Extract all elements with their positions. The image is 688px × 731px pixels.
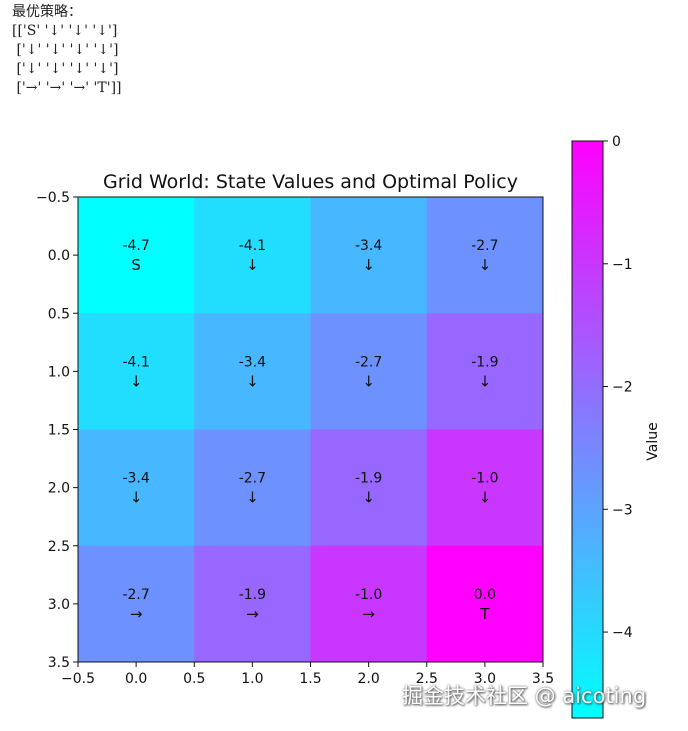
cell-value-label: -1.0 xyxy=(471,471,498,487)
y-tick-label: 1.0 xyxy=(48,364,70,380)
colorbar-tick-label: −3 xyxy=(612,502,633,518)
x-tick-label: 1.0 xyxy=(241,671,263,687)
heatmap-cell xyxy=(426,429,544,547)
cell-value-label: -4.1 xyxy=(239,238,266,254)
policy-line: ['↓' '↓' '↓' '↓'] xyxy=(12,61,119,77)
colorbar xyxy=(571,140,604,719)
colorbar-label: Value xyxy=(645,422,661,460)
y-tick-label: 1.5 xyxy=(48,423,70,439)
x-tick-label: 0.5 xyxy=(183,671,205,687)
cell-policy-label: ↓ xyxy=(246,372,259,390)
cell-policy-label: ↓ xyxy=(479,372,492,390)
colorbar-tick-label: −4 xyxy=(612,625,633,641)
cell-policy-label: ↓ xyxy=(362,256,375,274)
heatmap-cell xyxy=(194,313,311,430)
y-tick-label: 2.0 xyxy=(48,481,70,497)
cell-policy-label: ↓ xyxy=(130,372,143,390)
cell-policy-label: ↓ xyxy=(130,489,143,507)
cell-value-label: -2.7 xyxy=(239,471,266,487)
heatmap-cell xyxy=(310,313,428,430)
cell-policy-label: → xyxy=(362,605,375,623)
cell-value-label: -1.0 xyxy=(355,587,382,603)
console-output: 最优策略： [['S' '↓' '↓' '↓'] ['↓' '↓' '↓' '↓'… xyxy=(12,3,122,98)
x-tick-label: 1.5 xyxy=(299,671,321,687)
cell-value-label: -1.9 xyxy=(239,587,266,603)
heatmap-cell xyxy=(78,313,195,430)
policy-line: ['→' '→' '→' 'T']] xyxy=(12,80,122,96)
cell-value-label: -2.7 xyxy=(355,354,382,370)
y-tick-label: 0.5 xyxy=(48,306,70,322)
x-tick-label: 2.0 xyxy=(357,671,379,687)
cell-policy-label: ↓ xyxy=(246,256,259,274)
cell-policy-label: S xyxy=(131,256,141,274)
cell-policy-label: T xyxy=(479,605,490,623)
cell-policy-label: → xyxy=(130,605,143,623)
heatmap-cell xyxy=(78,545,195,663)
heatmap-cell xyxy=(426,545,544,663)
heatmap-cell xyxy=(194,429,311,547)
cell-value-label: -1.9 xyxy=(355,471,382,487)
chart-title: Grid World: State Values and Optimal Pol… xyxy=(103,171,518,193)
colorbar-tick-label: −2 xyxy=(612,380,633,396)
x-tick-label: 2.5 xyxy=(416,671,438,687)
cell-value-label: -2.7 xyxy=(471,238,498,254)
cell-value-label: -4.7 xyxy=(122,238,149,254)
cell-value-label: 0.0 xyxy=(474,587,496,603)
policy-line: [['S' '↓' '↓' '↓'] xyxy=(12,23,118,39)
heatmap-cell xyxy=(310,197,428,314)
cell-value-label: -3.4 xyxy=(239,354,266,370)
cell-policy-label: ↓ xyxy=(479,256,492,274)
x-tick-label: 3.5 xyxy=(532,671,554,687)
cell-policy-label: ↓ xyxy=(362,372,375,390)
cell-policy-label: ↓ xyxy=(362,489,375,507)
heatmap-cell xyxy=(426,197,544,314)
heatmap-cell xyxy=(310,545,428,663)
cell-policy-label: ↓ xyxy=(479,489,492,507)
x-tick-label: 0.0 xyxy=(125,671,147,687)
policy-line: ['↓' '↓' '↓' '↓'] xyxy=(12,42,119,58)
y-tick-label: 3.0 xyxy=(48,597,70,613)
colorbar-tick-label: 0 xyxy=(612,134,621,150)
y-tick-label: −0.5 xyxy=(36,190,70,206)
heatmap-cell xyxy=(78,197,195,314)
cell-value-label: -4.1 xyxy=(122,354,149,370)
heatmap-cell xyxy=(310,429,428,547)
heatmap-cell xyxy=(194,545,311,663)
heatmap-cell xyxy=(78,429,195,547)
watermark: 掘金技术社区 @ aicoting xyxy=(402,684,647,708)
cell-value-label: -3.4 xyxy=(122,471,149,487)
y-tick-label: 0.0 xyxy=(48,248,70,264)
cell-policy-label: ↓ xyxy=(246,489,259,507)
colorbar-tick-label: −1 xyxy=(612,257,633,273)
x-tick-label: −0.5 xyxy=(61,671,95,687)
x-tick-label: 3.0 xyxy=(474,671,496,687)
y-tick-label: 3.5 xyxy=(48,655,70,671)
heatmap-cell xyxy=(194,197,311,314)
cell-value-label: -1.9 xyxy=(471,354,498,370)
console-heading: 最优策略： xyxy=(12,4,82,20)
cell-policy-label: → xyxy=(246,605,259,623)
y-tick-label: 2.5 xyxy=(48,539,70,555)
heatmap-cell xyxy=(426,313,544,430)
cell-value-label: -3.4 xyxy=(355,238,382,254)
cell-value-label: -2.7 xyxy=(122,587,149,603)
